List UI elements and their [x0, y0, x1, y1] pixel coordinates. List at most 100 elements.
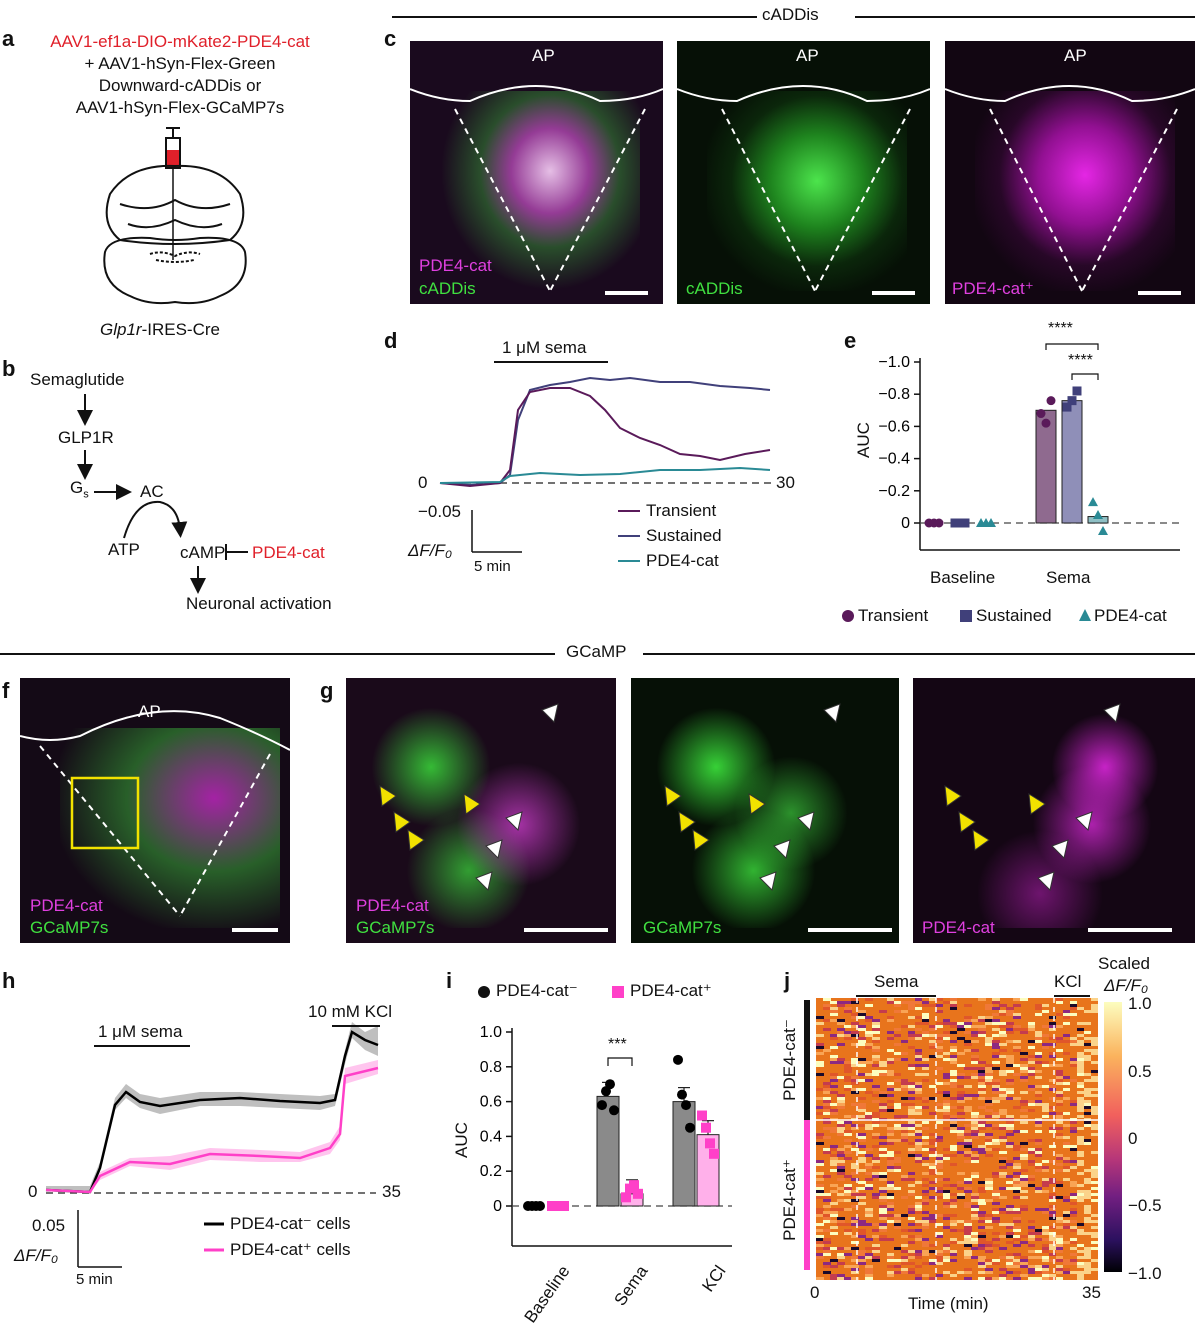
heatmap-cell	[837, 1220, 845, 1224]
legend-pde4cat: PDE4-cat	[1094, 606, 1167, 625]
heatmap-cell	[1048, 1160, 1057, 1164]
heatmap-cell	[971, 1115, 979, 1119]
heatmap-cell	[844, 1247, 852, 1251]
heatmap-cell	[914, 1055, 923, 1059]
heatmap-cell	[1034, 1154, 1043, 1158]
heatmap-cell	[992, 1052, 1000, 1056]
heatmap-cell	[907, 1172, 916, 1176]
heatmap-cell	[942, 1202, 951, 1206]
heatmap-cell	[1027, 1046, 1036, 1050]
heatmap-cell	[844, 1190, 852, 1194]
heatmap-cell	[865, 1073, 873, 1077]
scale-y-axis: ΔF/F₀	[14, 1246, 59, 1265]
heatmap-cell	[865, 1265, 873, 1269]
heatmap-cell	[907, 1016, 916, 1020]
heatmap-cell	[921, 1073, 930, 1077]
heatmap-cell	[1055, 1277, 1064, 1280]
heatmap-cell	[1041, 1265, 1050, 1269]
heatmap-cell	[851, 1148, 859, 1152]
heatmap-cell	[1041, 1244, 1050, 1248]
heatmap-cell	[1055, 1073, 1064, 1077]
heatmap-cell	[1013, 1226, 1021, 1230]
heatmap-cell	[1013, 1217, 1021, 1221]
heatmap-cell	[942, 1091, 951, 1095]
heatmap-cell	[1062, 1097, 1071, 1101]
heatmap-cell	[1083, 1106, 1092, 1110]
heatmap-cell	[992, 1196, 1000, 1200]
heatmap-cell	[858, 1157, 866, 1161]
row-label-negative: PDE4-cat⁻	[780, 1019, 799, 1101]
heatmap-cell	[935, 1223, 944, 1227]
heatmap-cell	[816, 1277, 824, 1280]
bar-0-1	[1035, 409, 1057, 524]
heatmap-cell	[893, 1028, 902, 1032]
heatmap-cell	[949, 1004, 958, 1008]
heatmap-cell	[971, 1148, 979, 1152]
heatmap-cell	[865, 1091, 873, 1095]
heatmap-cell	[1006, 1262, 1014, 1266]
heatmap-cell	[851, 1031, 859, 1035]
category-baseline: Baseline	[930, 568, 996, 587]
heatmap-cell	[844, 1133, 852, 1137]
heatmap-cell	[978, 1226, 986, 1230]
heatmap-cell	[858, 1028, 866, 1032]
colorbar-tick: 0	[1128, 1129, 1138, 1148]
heatmap-cell	[985, 1136, 993, 1140]
heatmap-cell	[1041, 1043, 1050, 1047]
heatmap-cell	[830, 1109, 838, 1113]
heatmap-cell	[886, 1205, 895, 1209]
heatmap-cell	[1055, 1136, 1064, 1140]
heatmap-cell	[893, 1043, 902, 1047]
heatmap-cell	[886, 1142, 895, 1146]
heatmap-cell	[1090, 1052, 1098, 1056]
heatmap-cell	[1090, 1187, 1098, 1191]
heatmap-cell	[1034, 1085, 1043, 1089]
heatmap-cell	[942, 1217, 951, 1221]
heatmap-cell	[1069, 1220, 1078, 1224]
heatmap-cell	[978, 1034, 986, 1038]
heatmap-cell	[823, 1091, 831, 1095]
heatmap-cell	[942, 1106, 951, 1110]
heatmap-cell	[851, 1199, 859, 1203]
heatmap-cell	[949, 1085, 958, 1089]
heatmap-cell	[921, 1244, 930, 1248]
heatmap-cell	[837, 1028, 845, 1032]
heatmap-cell	[964, 1256, 972, 1260]
heatmap-cell	[949, 1061, 958, 1065]
heatmap-cell	[1083, 1247, 1092, 1251]
heatmap-cell	[1006, 1115, 1014, 1119]
heatmap-cell	[1048, 1196, 1057, 1200]
heatmap-cell	[1076, 1103, 1085, 1107]
heatmap-cell	[942, 1157, 951, 1161]
heatmap-cell	[1076, 1091, 1085, 1095]
heatmap-cell	[914, 1088, 923, 1092]
heatmap-cell	[935, 1256, 944, 1260]
heatmap-cell	[893, 1265, 902, 1269]
heatmap-cell	[816, 1196, 824, 1200]
heatmap-cell	[928, 1262, 937, 1266]
heatmap-cell	[1048, 1127, 1057, 1131]
heatmap-cell	[872, 1124, 880, 1128]
panel-label-b: b	[2, 356, 16, 381]
heatmap-cell	[865, 1256, 873, 1260]
heatmap-cell	[823, 1004, 831, 1008]
heatmap-cell	[816, 1088, 824, 1092]
heatmap-cell	[978, 1067, 986, 1071]
heatmap-cell	[978, 1232, 986, 1236]
heatmap-cell	[823, 1127, 831, 1131]
heatmap-cell	[830, 1220, 838, 1224]
heatmap-cell	[1083, 1112, 1092, 1116]
heatmap-cell	[816, 1193, 824, 1197]
heatmap-cell	[1027, 1058, 1036, 1062]
heatmap-cell	[1069, 1247, 1078, 1251]
heatmap-cell	[1048, 1106, 1057, 1110]
heatmap-cell	[1062, 1013, 1071, 1017]
heatmap-cell	[1090, 1166, 1098, 1170]
heatmap-cell	[1090, 1049, 1098, 1053]
heatmap-cell	[1027, 1256, 1036, 1260]
heatmap-cell	[1027, 1022, 1036, 1026]
heatmap-cell	[971, 1238, 979, 1242]
heatmap-cell	[1090, 1076, 1098, 1080]
heatmap-cell	[957, 1151, 965, 1155]
heatmap-cell	[1048, 1226, 1057, 1230]
